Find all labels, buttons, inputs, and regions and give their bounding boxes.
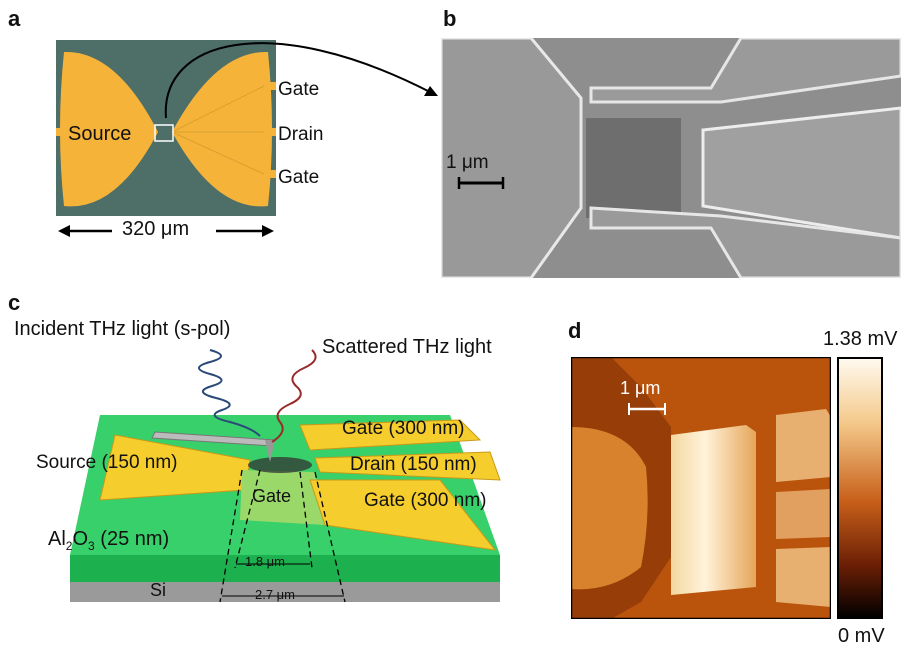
map-source-region bbox=[571, 427, 648, 590]
panel-d-colorbar bbox=[837, 357, 883, 619]
panel-b-scale-label: 1 μm bbox=[446, 152, 489, 173]
panel-d-scale-label: 1 μm bbox=[620, 378, 661, 398]
map-channel-region bbox=[671, 425, 756, 595]
incident-light-label: Incident THz light (s-pol) bbox=[14, 318, 231, 340]
panel-a-source-label: Source bbox=[68, 123, 132, 145]
panel-c-drain-label: Drain (150 nm) bbox=[350, 454, 477, 475]
gate-top-pad-3d bbox=[299, 419, 482, 451]
center-gate-3d bbox=[240, 470, 325, 525]
dim-line-left-outer bbox=[219, 469, 243, 603]
drain-pad-3d bbox=[314, 451, 501, 481]
gate-bottom-lead bbox=[171, 131, 265, 175]
panel-c-gate-bottom-label: Gate (300 nm) bbox=[364, 490, 487, 511]
sem-gate-bottom bbox=[589, 206, 901, 278]
gate-bottom-pad-3d bbox=[309, 479, 497, 551]
scattered-light-label: Scattered THz light bbox=[322, 336, 492, 358]
drain-pad bbox=[172, 51, 272, 207]
map-drain-region bbox=[776, 489, 831, 539]
sem-gate-top bbox=[589, 38, 901, 104]
drain-contact bbox=[262, 128, 276, 136]
colorbar-gradient bbox=[837, 357, 883, 619]
si-label: Si bbox=[150, 580, 167, 600]
panel-c-source-label: Source (150 nm) bbox=[36, 452, 178, 473]
panel-a-scale-label: 320 μm bbox=[122, 218, 190, 240]
panel-c-gate-top-label: Gate (300 nm) bbox=[342, 418, 465, 439]
dim-outer-label: 2.7 μm bbox=[255, 587, 296, 602]
graphene-flake bbox=[248, 457, 312, 473]
sem-drain bbox=[701, 106, 901, 240]
map-gate-bottom-region bbox=[776, 547, 831, 607]
al2o3-front bbox=[70, 555, 500, 582]
dim-line-right-inner bbox=[299, 471, 313, 569]
dim-inner-label: 1.8 μm bbox=[245, 554, 286, 569]
source-contact bbox=[56, 128, 68, 136]
panel-c-letter: c bbox=[8, 290, 21, 315]
panel-a-drain-label: Drain bbox=[278, 124, 324, 145]
afm-tip bbox=[265, 440, 275, 462]
colorbar-max-label: 1.38 mV bbox=[823, 328, 898, 350]
panel-a-micrograph bbox=[56, 40, 276, 216]
panel-a-gate-bottom-label: Gate bbox=[278, 167, 320, 188]
dim-line-left-inner bbox=[234, 469, 261, 569]
sem-channel bbox=[586, 118, 681, 218]
gate-top-contact bbox=[262, 82, 276, 90]
sem-source-electrode bbox=[441, 38, 583, 278]
scattered-wave bbox=[271, 349, 317, 443]
al2o3-label: Al2O3 (25 nm) bbox=[48, 528, 170, 553]
panel-b-sem-image bbox=[441, 38, 901, 278]
incident-wave bbox=[198, 349, 261, 437]
panel-d-letter: d bbox=[568, 318, 582, 343]
si-layer bbox=[70, 580, 500, 602]
panel-a-letter: a bbox=[8, 6, 21, 31]
panel-a-gate-top-label: Gate bbox=[278, 79, 320, 100]
zoom-arrow bbox=[164, 42, 438, 119]
panel-a-scale-arrow bbox=[58, 225, 274, 237]
colorbar-min-label: 0 mV bbox=[838, 625, 885, 647]
panel-b-letter: b bbox=[443, 6, 457, 31]
panel-c-gate-center-label: Gate bbox=[252, 486, 292, 506]
dim-line-right-outer bbox=[314, 471, 346, 603]
map-gate-top-region bbox=[776, 409, 831, 482]
device-zoom-box bbox=[154, 124, 174, 142]
source-pad bbox=[60, 51, 158, 207]
panel-d-nearfield-map bbox=[571, 357, 831, 619]
gate-bottom-contact bbox=[262, 170, 276, 178]
panel-c-device-schematic bbox=[70, 349, 501, 603]
gate-top-lead bbox=[171, 85, 265, 133]
